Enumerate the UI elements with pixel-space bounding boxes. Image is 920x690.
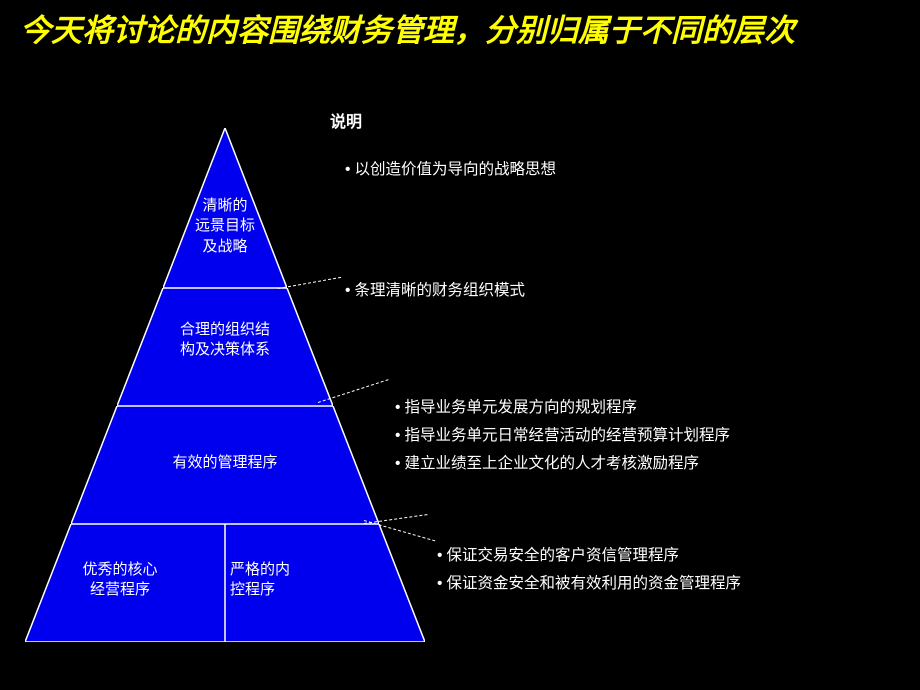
notes-group-2: •条理清晰的财务组织模式: [345, 278, 525, 306]
note-item: •条理清晰的财务组织模式: [345, 278, 525, 300]
note-item: •指导业务单元发展方向的规划程序: [395, 395, 730, 417]
pyramid-level-4-left-text: 优秀的核心 经营程序: [45, 560, 195, 601]
note-item: •保证交易安全的客户资信管理程序: [437, 543, 741, 565]
notes-group-1: •以创造价值为导向的战略思想: [345, 157, 556, 185]
note-item: •建立业绩至上企业文化的人才考核激励程序: [395, 451, 730, 473]
pyramid-level-2-text: 合理的组织结 构及决策体系: [135, 320, 315, 361]
note-item: •指导业务单元日常经营活动的经营预算计划程序: [395, 423, 730, 445]
slide-title: 今天将讨论的内容围绕财务管理，分别归属于不同的层次: [20, 10, 900, 52]
pyramid-level-4-right-text: 严格的内 控程序: [230, 560, 360, 601]
notes-group-4: •保证交易安全的客户资信管理程序 •保证资金安全和被有效利用的资金管理程序: [437, 543, 741, 599]
notes-group-3: •指导业务单元发展方向的规划程序 •指导业务单元日常经营活动的经营预算计划程序 …: [395, 395, 730, 479]
pyramid-diagram: 清晰的 远景目标 及战略 合理的组织结 构及决策体系 有效的管理程序 优秀的核心…: [35, 128, 415, 643]
note-item: •以创造价值为导向的战略思想: [345, 157, 556, 179]
pyramid-level-3-text: 有效的管理程序: [135, 453, 315, 473]
note-item: •保证资金安全和被有效利用的资金管理程序: [437, 571, 741, 593]
pyramid-level-1-text: 清晰的 远景目标 及战略: [135, 196, 315, 257]
